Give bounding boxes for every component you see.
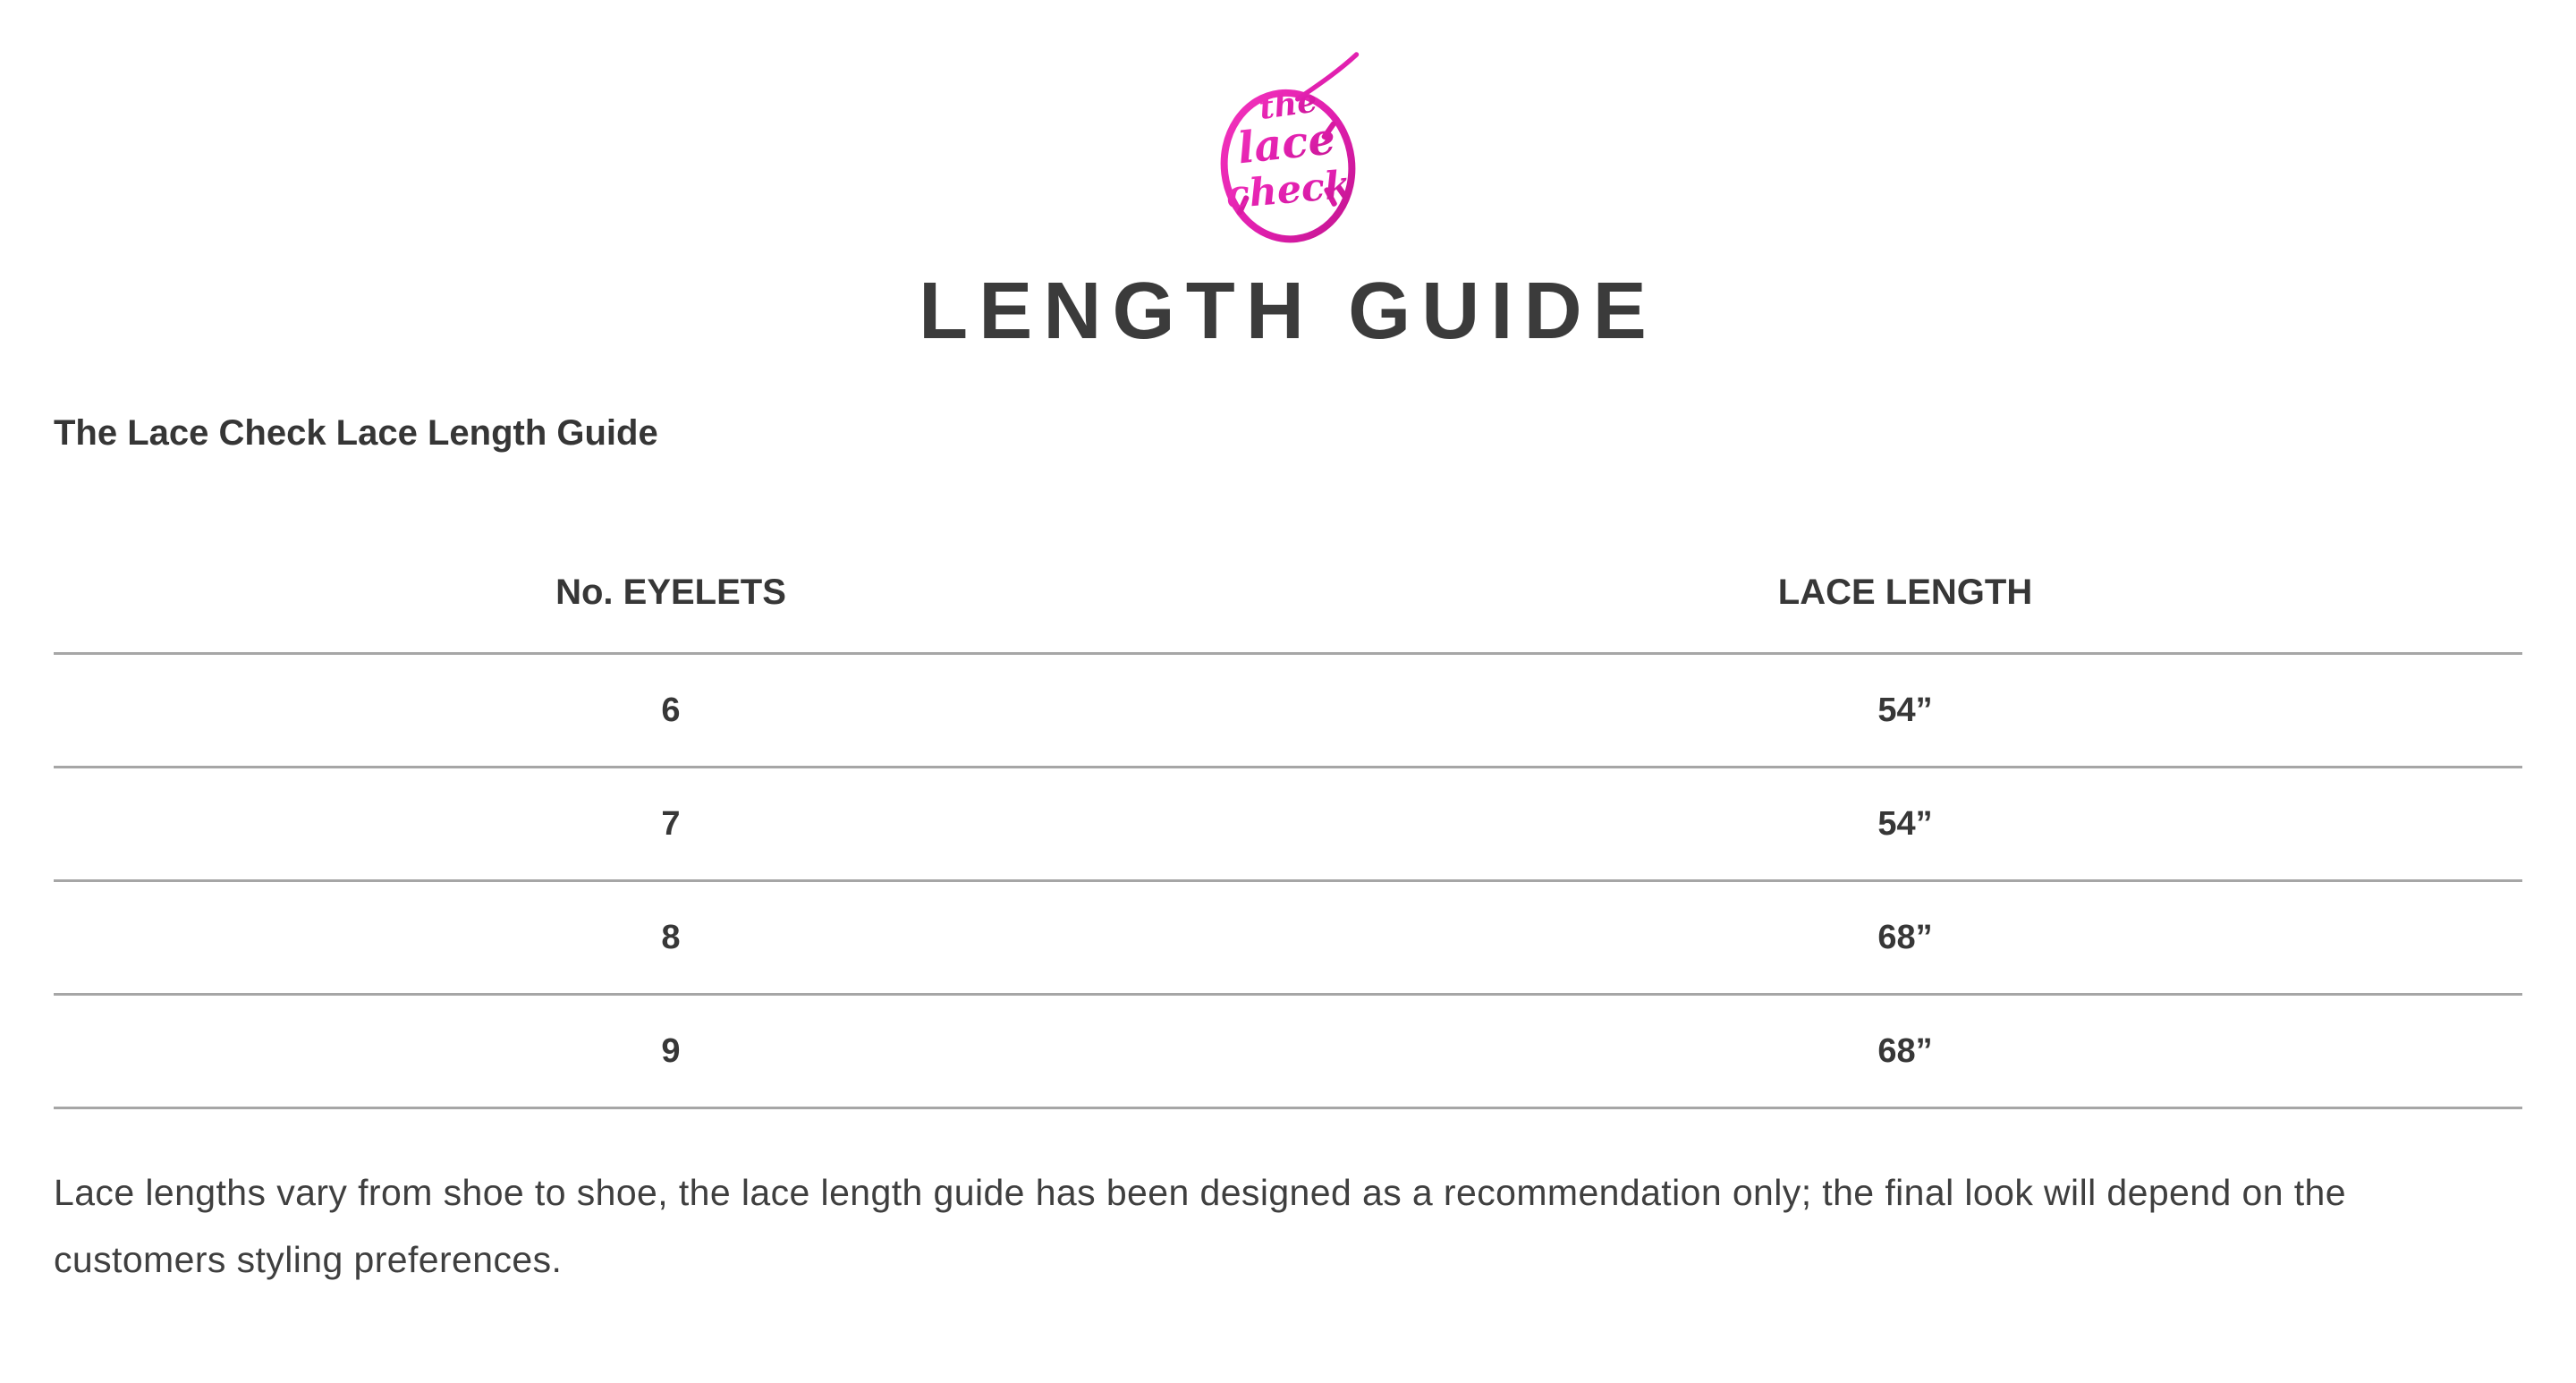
logo-word-the: the [1257,82,1319,127]
logo-container: the lace check [54,47,2522,250]
table-row: 6 54” [54,655,2522,768]
lace-check-logo: the lace check [1220,52,1360,243]
length-value: 54” [1877,804,1933,843]
lace-loop [1220,89,1356,243]
column-header-length: LACE LENGTH [1777,573,2033,612]
footer-note: Lace lengths vary from shoe to shoe, the… [54,1172,2346,1281]
eyelets-value: 8 [661,918,681,956]
table-row: 9 68” [54,996,2522,1109]
lace-aglet [1236,195,1250,216]
table-row: 7 54” [54,768,2522,882]
lace-aglet [1321,121,1336,140]
eyelets-value: 7 [661,804,681,843]
lace-swash [1295,52,1360,102]
logo-word-check: check [1224,163,1353,218]
column-header-eyelets: No. EYELETS [555,573,786,612]
lace-aglet [1324,187,1337,207]
length-value: 68” [1877,918,1933,956]
guide-subtitle: The Lace Check Lace Length Guide [54,413,658,453]
length-guide-page: the lace check LENGTH GUIDE The Lace Che… [0,47,2576,1294]
logo-word-lace: lace [1235,114,1337,174]
length-value: 54” [1877,691,1933,729]
lace-length-table: No. EYELETS LACE LENGTH 6 54” 7 54” 8 68… [54,573,2522,1109]
length-value: 68” [1877,1031,1933,1070]
eyelets-value: 6 [661,691,681,729]
eyelets-value: 9 [661,1031,681,1070]
table-header-row: No. EYELETS LACE LENGTH [54,573,2522,655]
page-title: LENGTH GUIDE [919,267,1657,356]
table-row: 8 68” [54,882,2522,996]
